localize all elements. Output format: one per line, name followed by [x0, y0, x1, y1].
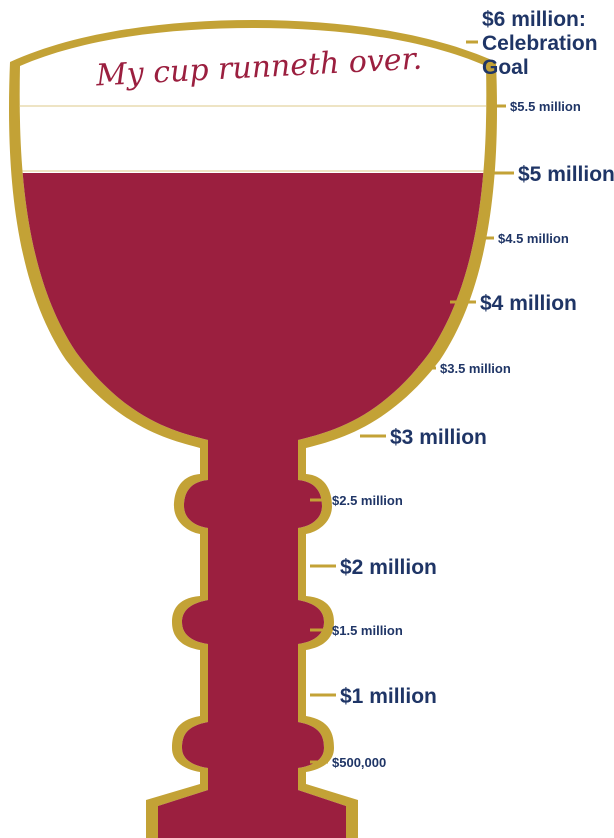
tick-label-8: $4.5 million [498, 231, 569, 246]
goblet [9, 20, 497, 838]
tick-label-3: $2 million [340, 556, 437, 579]
tick-label-2: $1.5 million [332, 623, 403, 638]
tick-label-10: $5.5 million [510, 99, 581, 114]
tick-label-7: $4 million [480, 292, 577, 315]
goal-label: $6 million: Celebration Goal [482, 8, 598, 79]
tick-layer: $500,000 $1 million $1.5 million $2 million… [310, 40, 614, 770]
goal-label-line-3: Goal [482, 56, 529, 79]
goal-label-line-1: $6 million: [482, 8, 586, 31]
tick-label-6: $3.5 million [440, 361, 511, 376]
tick-label-4: $2.5 million [332, 493, 403, 508]
tick-label-0: $500,000 [332, 755, 386, 770]
tick-label-9: $5 million [518, 163, 614, 186]
wine-fill [19, 173, 487, 838]
goal-label-line-2: Celebration [482, 32, 598, 55]
tick-label-5: $3 million [390, 426, 487, 449]
tick-label-1: $1 million [340, 685, 437, 708]
